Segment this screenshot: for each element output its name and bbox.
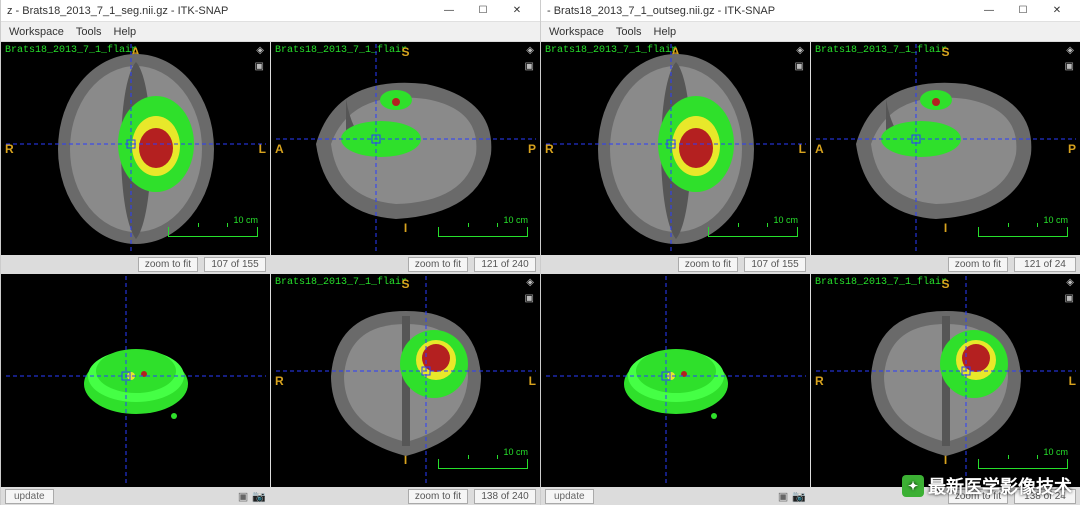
viewport-coronal[interactable]: Brats18_2013_7_1_flair S I R L 10 cm ◈ ▣ [271,274,540,487]
minimize-button[interactable]: — [432,0,466,22]
camera-icon[interactable]: ▣ [1065,294,1074,304]
expand-icon[interactable]: ◈ [796,46,804,56]
viewport-sagittal[interactable]: Brats18_2013_7_1_flair S I A P 10 cm ◈ ▣ [271,42,540,255]
view-panel-sagittal: Brats18_2013_7_1_flair S I A P 10 cm ◈ ▣… [271,42,540,273]
window-title: z - Brats18_2013_7_1_seg.nii.gz - ITK-SN… [7,5,432,17]
viewport-coronal[interactable]: Brats18_2013_7_1_flair S I R L 10 cm ◈ ▣ [811,274,1080,487]
expand-icon[interactable]: ◈ [526,46,534,56]
screenshot-icon[interactable]: ▣ [238,490,248,503]
menu-tools[interactable]: Tools [616,26,642,38]
maximize-button[interactable]: ☐ [466,0,500,22]
minimize-button[interactable]: — [972,0,1006,22]
menu-tools[interactable]: Tools [76,26,102,38]
close-button[interactable]: ✕ [1040,0,1074,22]
zoom-to-fit-button[interactable]: zoom to fit [408,489,468,504]
maximize-button[interactable]: ☐ [1006,0,1040,22]
slice-counter: 121 of 24 [1014,257,1076,272]
zoom-to-fit-button[interactable]: zoom to fit [408,257,468,272]
camera-icon[interactable]: ▣ [525,294,534,304]
viewport-render3d[interactable] [1,274,270,487]
scale-bar: 10 cm [978,447,1068,469]
titlebar[interactable]: - Brats18_2013_7_1_outseg.nii.gz - ITK-S… [541,0,1080,22]
close-button[interactable]: ✕ [500,0,534,22]
scale-bar: 10 cm [168,215,258,237]
expand-icon[interactable]: ◈ [1066,278,1074,288]
view-panel-sagittal: Brats18_2013_7_1_flair S I A P 10 cm ◈ ▣… [811,42,1080,273]
expand-icon[interactable]: ◈ [256,46,264,56]
titlebar[interactable]: z - Brats18_2013_7_1_seg.nii.gz - ITK-SN… [1,0,540,22]
update-button[interactable]: update [5,489,54,504]
view-panel-axial: Brats18_2013_7_1_flair A P R L 10 cm ◈ ▣… [1,42,270,273]
zoom-to-fit-button[interactable]: zoom to fit [948,489,1008,504]
menu-help[interactable]: Help [654,26,677,38]
viewport-axial[interactable]: Brats18_2013_7_1_flair A P R L 10 cm ◈ ▣ [541,42,810,255]
update-button[interactable]: update [545,489,594,504]
expand-icon[interactable]: ◈ [1066,46,1074,56]
camera-icon[interactable]: 📷 [792,490,806,503]
slice-counter: 107 of 155 [744,257,806,272]
camera-icon[interactable]: ▣ [795,62,804,72]
expand-icon[interactable]: ◈ [526,278,534,288]
camera-icon[interactable]: 📷 [252,490,266,503]
camera-icon[interactable]: ▣ [525,62,534,72]
menubar: Workspace Tools Help [541,22,1080,42]
slice-counter: 138 of 24 [1014,489,1076,504]
view-panel-render3d: update ▣ 📷 [541,274,810,505]
itksnap-window: z - Brats18_2013_7_1_seg.nii.gz - ITK-SN… [0,0,540,505]
slice-counter: 107 of 155 [204,257,266,272]
scale-bar: 10 cm [438,215,528,237]
viewport-axial[interactable]: Brats18_2013_7_1_flair A P R L 10 cm ◈ ▣ [1,42,270,255]
view-panel-render3d: update ▣ 📷 [1,274,270,505]
menu-workspace[interactable]: Workspace [549,26,604,38]
view-panel-coronal: Brats18_2013_7_1_flair S I R L 10 cm ◈ ▣… [811,274,1080,505]
camera-icon[interactable]: ▣ [255,62,264,72]
menu-help[interactable]: Help [114,26,137,38]
zoom-to-fit-button[interactable]: zoom to fit [948,257,1008,272]
window-title: - Brats18_2013_7_1_outseg.nii.gz - ITK-S… [547,5,972,17]
menu-workspace[interactable]: Workspace [9,26,64,38]
itksnap-window: - Brats18_2013_7_1_outseg.nii.gz - ITK-S… [540,0,1080,505]
menubar: Workspace Tools Help [1,22,540,42]
scale-bar: 10 cm [708,215,798,237]
slice-counter: 121 of 240 [474,257,536,272]
viewport-sagittal[interactable]: Brats18_2013_7_1_flair S I A P 10 cm ◈ ▣ [811,42,1080,255]
viewport-render3d[interactable] [541,274,810,487]
camera-icon[interactable]: ▣ [1065,62,1074,72]
slice-counter: 138 of 240 [474,489,536,504]
view-panel-axial: Brats18_2013_7_1_flair A P R L 10 cm ◈ ▣… [541,42,810,273]
screenshot-icon[interactable]: ▣ [778,490,788,503]
view-panel-coronal: Brats18_2013_7_1_flair S I R L 10 cm ◈ ▣… [271,274,540,505]
scale-bar: 10 cm [438,447,528,469]
zoom-to-fit-button[interactable]: zoom to fit [678,257,738,272]
scale-bar: 10 cm [978,215,1068,237]
zoom-to-fit-button[interactable]: zoom to fit [138,257,198,272]
